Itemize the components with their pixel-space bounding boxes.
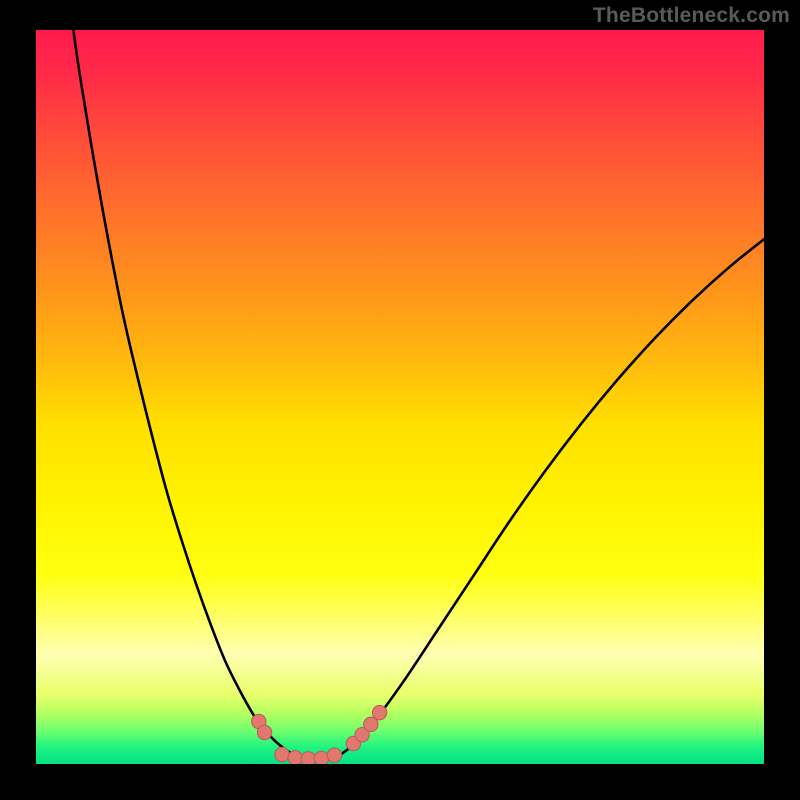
chart-stage: TheBottleneck.com (0, 0, 800, 800)
marker-point (301, 752, 315, 764)
plot-svg (36, 30, 764, 764)
marker-point (327, 748, 341, 762)
marker-point (372, 705, 386, 719)
marker-point (288, 751, 302, 764)
gradient-background (36, 30, 764, 764)
bottleneck-curve-plot (36, 30, 764, 764)
marker-point (314, 751, 328, 764)
marker-point (275, 747, 289, 761)
watermark-text: TheBottleneck.com (593, 4, 790, 28)
marker-point (257, 725, 271, 739)
